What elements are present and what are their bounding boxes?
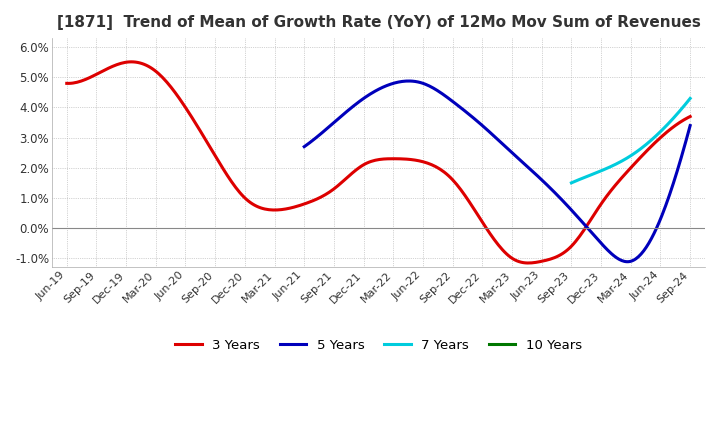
5 Years [301, 143, 310, 148]
3 Years [433, 165, 442, 170]
3 Years [65, 81, 73, 86]
7 Years [667, 117, 676, 123]
7 Years [567, 180, 576, 185]
3 Years [686, 114, 695, 119]
5 Years [652, 225, 661, 231]
5 Years [530, 170, 539, 175]
3 Years [446, 175, 455, 180]
3 Years [63, 81, 71, 86]
5 Years [686, 123, 695, 128]
5 Years [531, 171, 539, 176]
7 Years [640, 143, 649, 149]
3 Years [631, 160, 640, 165]
3 Years [592, 209, 600, 214]
3 Years [436, 166, 444, 172]
7 Years [567, 180, 576, 186]
5 Years [623, 259, 631, 264]
Line: 3 Years: 3 Years [67, 62, 690, 263]
7 Years [638, 145, 647, 150]
5 Years [300, 144, 309, 149]
5 Years [628, 258, 636, 264]
Title: [1871]  Trend of Mean of Growth Rate (YoY) of 12Mo Mov Sum of Revenues: [1871] Trend of Mean of Growth Rate (YoY… [56, 15, 701, 30]
7 Years [675, 109, 683, 114]
Line: 7 Years: 7 Years [572, 99, 690, 183]
7 Years [686, 96, 695, 101]
5 Years [405, 78, 413, 84]
7 Years [637, 145, 646, 150]
5 Years [537, 177, 546, 183]
3 Years [523, 260, 532, 266]
Line: 5 Years: 5 Years [305, 81, 690, 262]
Legend: 3 Years, 5 Years, 7 Years, 10 Years: 3 Years, 5 Years, 7 Years, 10 Years [170, 334, 587, 357]
3 Years [127, 59, 135, 65]
